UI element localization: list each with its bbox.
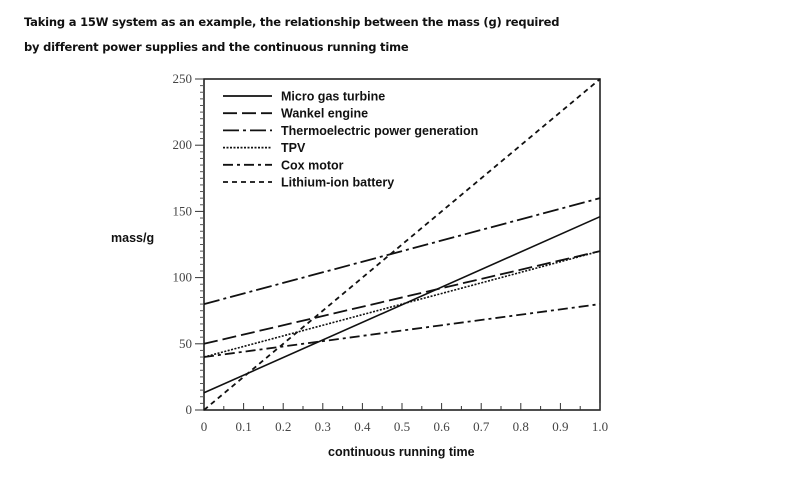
x-axis-label: continuous running time xyxy=(328,445,475,459)
x-tick-label: 0.8 xyxy=(513,419,529,434)
legend-label: Cox motor xyxy=(281,158,344,172)
y-tick-label: 50 xyxy=(179,336,192,351)
legend-label: Lithium-ion battery xyxy=(281,176,394,190)
x-tick-label: 0.4 xyxy=(354,419,371,434)
x-tick-label: 0.2 xyxy=(275,419,291,434)
y-axis-label: mass/g xyxy=(111,231,155,245)
legend-label: Micro gas turbine xyxy=(281,90,385,104)
x-tick-label: 0.7 xyxy=(473,419,490,434)
chart-title-line-1: Taking a 15W system as an example, the r… xyxy=(24,15,560,29)
axis-ticks: 0 50 100 150 200 250 0 0.1 0.2 0.3 0.4 0.5 0.6 0.7 0.8… xyxy=(173,71,609,434)
legend-label: TPV xyxy=(281,141,306,155)
series-line-cox-motor xyxy=(203,303,601,358)
x-tick-label: 0.3 xyxy=(315,419,331,434)
x-tick-label: 0.6 xyxy=(433,419,450,434)
y-tick-label: 200 xyxy=(173,137,193,152)
chart-title-line-2: by different power supplies and the cont… xyxy=(24,40,409,54)
x-tick-label: 0.5 xyxy=(394,419,410,434)
legend-label: Thermoelectric power generation xyxy=(281,124,478,138)
legend-label: Wankel engine xyxy=(281,107,368,121)
x-tick-label: 0.1 xyxy=(235,419,251,434)
x-tick-label: 0 xyxy=(201,419,208,434)
series-line-tpv xyxy=(203,250,601,358)
x-tick-label: 0.9 xyxy=(552,419,568,434)
legend: Micro gas turbine Wankel engine Thermoelec… xyxy=(223,90,478,190)
series-line-wankel-engine xyxy=(203,250,601,345)
y-tick-label: 100 xyxy=(173,270,193,285)
series-line-thermoelectric-power-generation xyxy=(203,197,601,305)
series-lines xyxy=(203,78,601,411)
y-tick-label: 250 xyxy=(173,71,193,86)
x-tick-label: 1.0 xyxy=(592,419,608,434)
y-tick-label: 0 xyxy=(186,402,193,417)
y-tick-label: 150 xyxy=(173,203,193,218)
